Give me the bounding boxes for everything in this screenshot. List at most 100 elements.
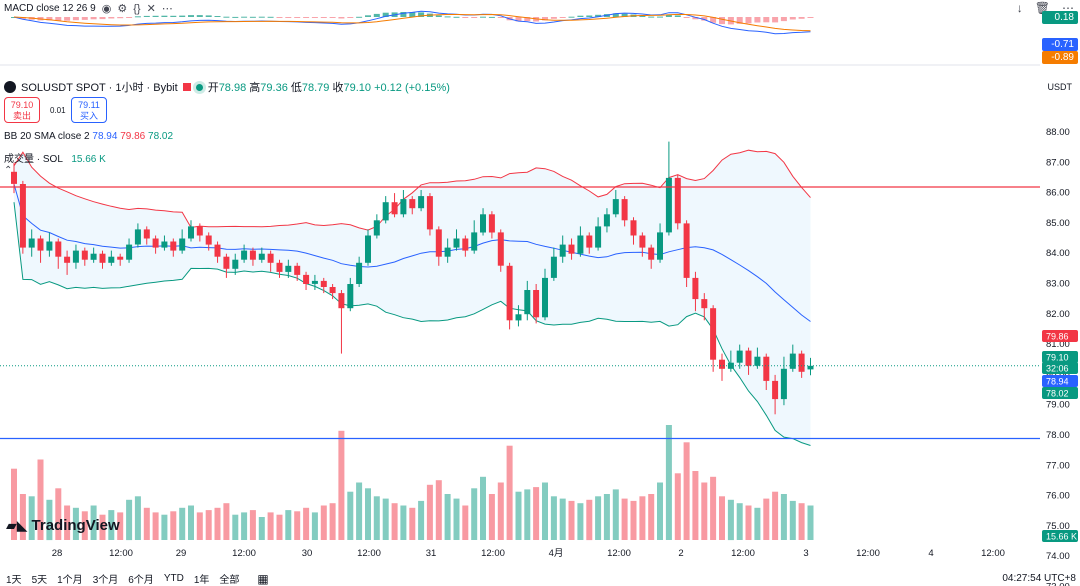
candle [214,244,221,257]
macd-histogram-bar [488,16,495,18]
volume-bar [294,511,301,540]
macd-histogram-bar [134,16,141,18]
macd-histogram-bar [409,12,416,17]
more-icon[interactable]: ⋯ [161,3,173,15]
price-badge [1042,375,1078,387]
macd-histogram-bar [241,16,248,18]
candle [789,353,796,369]
volume-bar [701,482,708,540]
volume-bar [789,500,796,540]
move-down-icon[interactable]: ↓ [1016,1,1023,15]
macd-histogram-bar [559,17,566,18]
candle [674,177,681,224]
volume-bar [258,517,265,540]
macd-histogram-bar [772,17,779,23]
code-icon[interactable]: {} [133,2,141,15]
currency-label[interactable]: USDT [1047,82,1073,92]
candle [719,359,725,369]
settings-icon[interactable]: ⚙ [117,3,128,15]
price-change: +0.12 (+0.15%) [374,82,450,94]
volume-bar [648,494,655,540]
volume-bar [497,482,504,540]
volume-bar [657,482,663,540]
time-tick-label: 4月 [549,548,564,559]
macd-histogram-bar [657,16,663,18]
volume-bar [665,425,672,540]
symbol-title[interactable]: SOLUSDT SPOT · 1小时 · Bybit [21,82,178,94]
candle [152,238,159,248]
candle [577,235,584,254]
macd-histogram-bar [435,15,442,17]
candle [19,184,26,248]
tradingview-logo: ▰◣ TradingView [6,517,120,534]
bb-lower [13,202,811,446]
range-1d[interactable]: 1天 [6,575,22,586]
candle [161,241,168,248]
volume-bar [524,489,531,540]
time-tick-label: 2 [678,548,683,559]
volume-bar [391,503,398,540]
buy-button[interactable]: 79.11 买入 [71,97,107,123]
range-6m[interactable]: 6个月 [128,575,154,586]
bollinger-bands [13,149,811,446]
clock[interactable]: 04:27:54 UTC+8 [1002,573,1076,584]
macd-histogram-bar [444,16,451,18]
candle [621,199,628,221]
eye-icon[interactable]: ◉ [101,3,112,15]
collapse-icon[interactable]: ⌃ [4,165,13,176]
flag-icon[interactable] [182,83,191,91]
candle [55,241,62,257]
volume-bar [99,514,106,540]
volume-bar [134,496,141,540]
volume-bar [373,496,380,540]
sell-button[interactable]: 79.10 卖出 [4,97,40,123]
volume-bar [179,507,186,540]
volume-bar [462,505,469,540]
volume-bar [719,496,725,540]
macd-histogram-bar [81,17,88,20]
candle [683,223,690,278]
range-1y[interactable]: 1年 [193,575,210,586]
candle [603,214,610,227]
candle [64,256,71,263]
candle [338,293,345,309]
volume-bar [11,468,17,540]
price-tick-label: 76.00 [1046,491,1070,502]
volume-bar [745,505,752,540]
date-range-icon[interactable]: ▦ [257,571,269,586]
range-all[interactable]: 全部 [219,575,240,586]
range-1m[interactable]: 1个月 [57,575,83,586]
candle [267,253,274,263]
range-ytd[interactable]: YTD [163,573,184,584]
macd-histogram-bar [276,17,283,18]
candle [462,238,469,251]
candle [435,229,442,257]
volume-bar [161,514,168,540]
macd-histogram-bar [612,13,619,17]
price-badge [1042,387,1078,399]
volume-bar [772,491,779,540]
candle [418,196,425,209]
range-3m[interactable]: 3个月 [92,575,119,586]
candle [692,277,699,300]
bb-legend[interactable]: BB 20 SMA close 2 78.94 79.86 78.02 [4,131,174,142]
volume-bar [763,498,770,540]
range-5d[interactable]: 5天 [31,575,48,586]
price-badge-label: 79.86 [1046,332,1069,342]
candle [763,356,770,381]
price-badge [1042,351,1078,363]
volume-bar [46,499,53,541]
macd-histogram-bar [46,17,53,21]
candle [506,265,513,321]
delete-icon[interactable]: ✕ [146,3,156,15]
candle [533,290,540,318]
candle [28,238,35,248]
candle [347,284,354,309]
candle [701,299,708,309]
volume-legend[interactable]: 成交量 · SOL 15.66 K ⌃ [4,154,106,176]
volume-bar [754,507,761,540]
volume-bar [488,494,495,540]
volume-bar [303,507,310,540]
volume-bar [568,500,575,540]
